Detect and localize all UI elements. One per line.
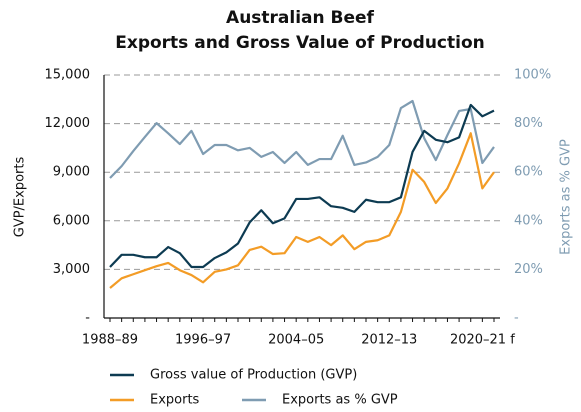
y2-tick-label: 100% [514,68,551,83]
y2-tick-label: 60% [514,165,543,180]
x-tick-label: 2004–05 [268,333,324,348]
y-tick-label: - [85,311,90,326]
y-tick-label: 6,000 [53,213,90,228]
y-tick-label: 3,000 [53,262,90,277]
legend-label: Exports [150,393,200,408]
legend-label: Exports as % GVP [282,393,398,408]
x-tick-label: 1988–89 [82,333,138,348]
series-line [109,132,495,289]
series-line [109,103,495,269]
x-tick-label: 2020–21 f [450,333,515,348]
series-line [109,99,495,179]
y2-tick-label: 20% [514,262,543,277]
x-tick-label: 1996–97 [175,333,231,348]
y-tick-label: 12,000 [45,116,91,131]
y2-tick-label: - [514,311,519,326]
y2-axis-label: Exports as % GVP [559,139,574,255]
chart-title: Australian Beef [226,8,375,28]
y-tick-label: 15,000 [45,68,91,83]
y2-tick-label: 80% [514,116,543,131]
chart-subtitle: Exports and Gross Value of Production [115,33,484,53]
y-axis-label: GVP/Exports [13,157,28,238]
y2-tick-label: 40% [514,213,543,228]
legend-label: Gross value of Production (GVP) [150,368,357,383]
x-tick-label: 2012–13 [361,333,417,348]
y-tick-label: 9,000 [53,165,90,180]
